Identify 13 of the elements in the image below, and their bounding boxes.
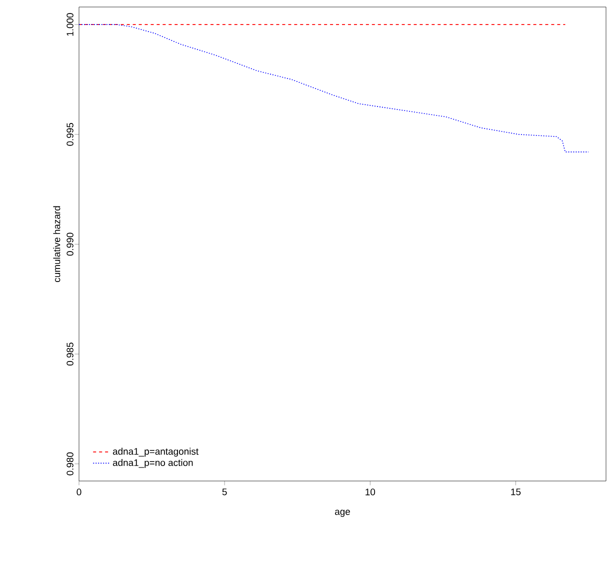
- x-axis-title: age: [335, 510, 350, 517]
- legend-label: adna1_p=antagonist: [112, 448, 198, 457]
- y-tick-label: 0.980: [66, 452, 74, 476]
- x-tick-label: 5: [222, 488, 227, 496]
- x-tick-label: 10: [366, 488, 376, 496]
- legend-label: adna1_p=no action: [112, 459, 193, 468]
- x-tick-label: 15: [511, 488, 521, 496]
- x-tick-label: 0: [76, 488, 82, 496]
- y-tick-label: 0.995: [66, 122, 74, 146]
- y-axis-title: cumulative hazard: [53, 206, 60, 282]
- y-tick-label: 1.000: [66, 13, 74, 36]
- y-tick-label: 0.985: [66, 342, 74, 366]
- y-tick-label: 0.990: [66, 232, 74, 256]
